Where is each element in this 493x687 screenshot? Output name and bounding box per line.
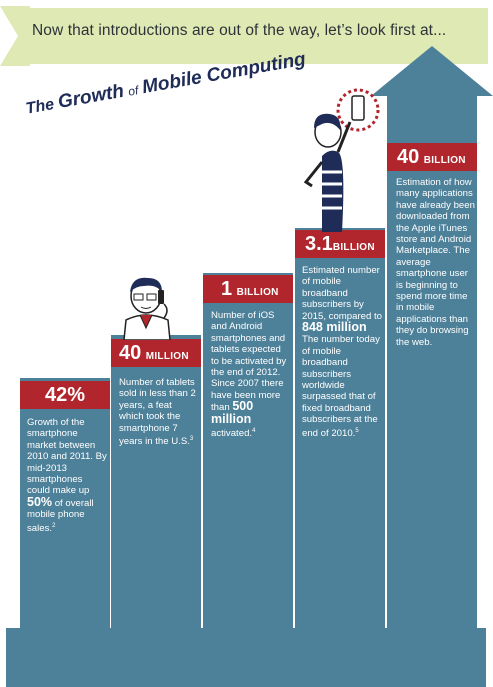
- description-text: activated.: [211, 428, 253, 440]
- title-word: Growth: [56, 80, 126, 113]
- stat-value: 3.1: [305, 233, 333, 255]
- stat-description-3: Number of iOS and Android smartphones an…: [211, 310, 291, 440]
- stat-unit: BILLION: [236, 287, 279, 298]
- stat-unit: BILLION: [332, 242, 375, 253]
- description-text: Estimation of how many applications have…: [396, 177, 475, 348]
- title-word: of: [127, 83, 140, 99]
- stat-value: 1: [221, 278, 233, 300]
- banner-text: Now that introductions are out of the wa…: [32, 22, 447, 39]
- stat-description-1: Growth of the smartphone market between …: [27, 417, 107, 534]
- description-text: The number today of mobile broadband sub…: [302, 334, 380, 439]
- stat-value: 40: [397, 146, 420, 168]
- stat-label-1: 42%: [20, 381, 110, 409]
- footnote-ref: 2: [52, 522, 56, 529]
- header-banner: [18, 8, 488, 64]
- chart-base: [6, 628, 486, 687]
- column-4: [295, 228, 385, 630]
- stat-value: 40: [119, 342, 142, 364]
- description-text: Number of iOS and Android smartphones an…: [211, 310, 287, 414]
- title-word: The: [24, 96, 56, 118]
- stat-description-2: Number of tablets sold in less than 2 ye…: [119, 377, 197, 448]
- stat-value: 42%: [44, 384, 86, 406]
- description-text: Growth of the smartphone market between …: [27, 417, 107, 497]
- highlight-value: 848 million: [302, 320, 367, 335]
- stat-unit: MILLION: [145, 351, 189, 362]
- stat-label-4: 3.1BILLION: [295, 230, 385, 258]
- stat-unit: BILLION: [423, 155, 466, 166]
- column-2: [111, 335, 201, 630]
- description-text: of overall mobile phone sales.: [27, 497, 94, 534]
- stat-label-5: 40 BILLION: [387, 143, 477, 171]
- column-3: [203, 273, 293, 630]
- column-1: [20, 378, 110, 630]
- stat-description-5: Estimation of how many applications have…: [396, 177, 476, 348]
- column-5: [387, 94, 477, 630]
- description-text: Number of tablets sold in less than 2 ye…: [119, 377, 196, 448]
- stat-description-4: Estimated number of mobile broadband sub…: [302, 265, 384, 439]
- footnote-ref: 4: [252, 428, 256, 435]
- description-text: Estimated number of mobile broadband sub…: [302, 265, 383, 322]
- footnote-ref: 5: [355, 427, 359, 434]
- growth-arrow-head: [371, 46, 493, 96]
- banner-arrow-tail: [0, 6, 30, 66]
- person-on-phone-illustration: [123, 277, 171, 340]
- footnote-ref: 3: [189, 436, 194, 443]
- highlight-value: 500 million: [211, 399, 254, 426]
- highlight-value: 50%: [27, 494, 53, 509]
- stat-label-2: 40 MILLION: [111, 339, 201, 367]
- stat-label-3: 1 BILLION: [203, 275, 293, 303]
- person-holding-phone-illustration: [303, 88, 380, 232]
